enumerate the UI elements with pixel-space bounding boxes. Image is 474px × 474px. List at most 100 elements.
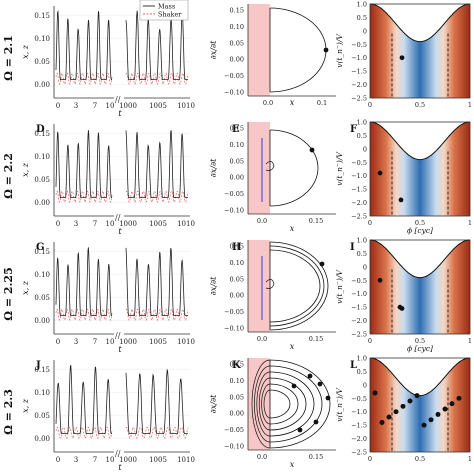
potential-ytick: −0.5 <box>351 395 367 403</box>
potential-ytick: 1.0 <box>357 355 367 363</box>
map-dot <box>442 406 448 412</box>
phase-xtick: 0.15 <box>309 217 323 225</box>
potential-xtick: 0 <box>368 219 372 227</box>
time-ylabel: x, z <box>21 162 30 177</box>
time-xtick: 0 <box>56 220 60 228</box>
phase-ytick: −0.10 <box>224 207 244 215</box>
legend-label-shaker: Shaker <box>158 11 182 19</box>
phase-orbit <box>269 389 291 419</box>
phase-xtick: 0.0 <box>257 453 267 461</box>
phase-orbit-inner <box>256 371 271 437</box>
time-xtick: 1005 <box>149 456 167 464</box>
potential-ytick: −0.5 <box>351 277 367 285</box>
time-ytick: 0.05 <box>34 294 50 302</box>
omega-label: Ω = 2.3 <box>2 389 15 435</box>
time-ytick: 0.15 <box>34 248 50 256</box>
time-xtick: 3 <box>74 338 78 346</box>
phase-dot <box>297 427 303 433</box>
map-dot <box>398 197 404 203</box>
potential-ytick: 0.5 <box>357 368 367 376</box>
time-xtick: 1000 <box>119 456 137 464</box>
phase-orbit <box>269 377 307 431</box>
phase-xtick: 0.0 <box>257 217 267 225</box>
mass-trace <box>55 247 112 316</box>
map-dot <box>386 414 392 420</box>
time-xtick: 1005 <box>149 338 167 346</box>
potential-ytick: −2.0 <box>351 317 367 325</box>
potential-ylabel: v(t_n⁻)/V <box>335 151 344 186</box>
time-xtick: 1010 <box>177 456 195 464</box>
axis-break: // <box>115 213 121 222</box>
phase-ytick: −0.10 <box>224 325 244 333</box>
phase-ytick: −0.05 <box>224 426 244 434</box>
forbidden-region <box>370 122 470 160</box>
potential-ytick: 0 <box>363 145 367 153</box>
time-xtick: 0 <box>56 338 60 346</box>
time-ylabel: x, z <box>21 44 30 59</box>
time-ytick: 0.00 <box>34 81 50 89</box>
map-dot <box>435 412 441 417</box>
map-dot <box>393 409 399 415</box>
phase-ylabel: ∂x/∂t <box>209 394 218 413</box>
constraint-shade <box>248 240 270 332</box>
phase-ytick: 0.15 <box>230 7 244 15</box>
potential-ytick: 1.0 <box>357 119 367 127</box>
time-ylabel: x, z <box>21 280 30 295</box>
phase-dot <box>319 261 325 267</box>
phase-orbit <box>269 383 299 425</box>
potential-ytick: 1.0 <box>357 1 367 9</box>
omega-label: Ω = 2.25 <box>2 267 15 320</box>
time-xtick: 1005 <box>149 220 167 228</box>
axis-break: // <box>115 331 121 340</box>
time-xtick: 1005 <box>149 102 167 110</box>
shaker-trace <box>55 190 113 203</box>
time-xtick: 10 <box>106 338 115 346</box>
potential-xlabel: ϕ [cyc] <box>407 226 433 235</box>
potential-ytick: −1.5 <box>351 422 367 430</box>
time-ytick: 0.00 <box>34 317 50 325</box>
potential-xtick: 0.5 <box>415 219 425 227</box>
phase-xtick: 0.1 <box>317 99 327 107</box>
potential-xtick: 0 <box>368 455 372 463</box>
potential-xtick: 0.5 <box>415 337 425 345</box>
potential-ytick: −1.0 <box>351 290 367 298</box>
boundary-curve <box>369 357 471 397</box>
panel-letter: K <box>232 360 241 371</box>
phase-loop <box>265 279 275 289</box>
phase-ytick: 0.00 <box>230 56 244 64</box>
mass-trace <box>55 130 112 198</box>
potential-ylabel: v(t_n⁻)/V <box>335 269 344 304</box>
phase-orbit-inner <box>254 365 271 443</box>
boundary-curve <box>369 3 471 43</box>
map-dot <box>428 417 434 423</box>
potential-ytick: 0 <box>363 263 367 271</box>
row-2: Ω = 2.2D E Fx, z0.150.100.050.00//0 3 7 10 100… <box>2 119 472 237</box>
panel-letter: G <box>36 242 45 253</box>
time-ytick: 0.05 <box>34 58 50 66</box>
shaker-trace <box>125 308 189 321</box>
time-ytick: 0.10 <box>34 35 50 43</box>
panel-letter: E <box>232 124 240 135</box>
phase-xlabel: x <box>290 224 295 233</box>
phase-orbit <box>269 129 319 207</box>
map-dot <box>449 401 455 407</box>
phase-ytick: 0.00 <box>230 292 244 300</box>
time-xlabel: t <box>118 109 122 118</box>
shaker-trace <box>125 190 189 203</box>
phase-ytick: 0.15 <box>230 243 244 251</box>
time-ytick: 0.10 <box>34 271 50 279</box>
potential-ytick: −1.0 <box>351 408 367 416</box>
potential-xtick: 0 <box>368 101 372 109</box>
axis-break: // <box>115 95 121 104</box>
axis-break: // <box>115 449 121 458</box>
phase-ytick: 0.00 <box>230 410 244 418</box>
map-dot <box>377 170 383 176</box>
phase-xtick: 0.0 <box>257 335 267 343</box>
phase-orbit <box>269 249 321 323</box>
phase-dot <box>317 381 323 387</box>
omega-label: Ω = 2.1 <box>2 35 15 81</box>
potential-ytick: −1.5 <box>351 304 367 312</box>
time-xtick: 1000 <box>119 338 137 346</box>
omega-label: Ω = 2.2 <box>2 153 15 199</box>
phase-xtick: 0.0 <box>263 99 273 107</box>
